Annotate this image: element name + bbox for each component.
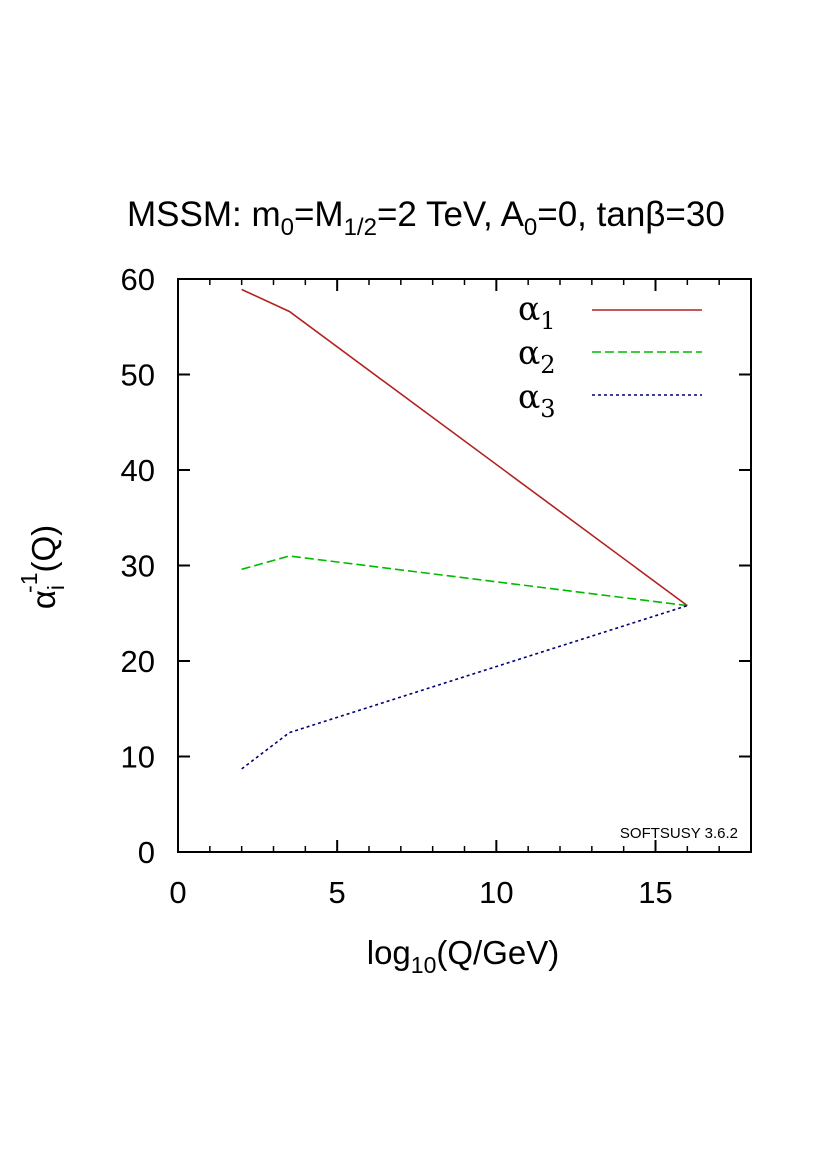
plot-frame [177,278,752,853]
x-axis-label: log10(Q/GeV) [367,934,560,978]
y-tick-label: 20 [121,644,155,679]
series-line-alpha3 [241,604,688,770]
softsusy-annotation: SOFTSUSY 3.6.2 [620,825,738,842]
y-tick-label: 10 [121,740,155,775]
legend-label-alpha3: α3 [518,377,556,423]
chart-title: MSSM: m0=M1/2=2 TeV, A0=0, tanβ=30 [127,195,725,241]
y-tick-label: 30 [121,549,155,584]
x-tick-label: 15 [638,875,672,910]
x-tick-label: 10 [479,875,513,910]
x-tick-labels: 0 5 10 15 [169,875,672,910]
series-line-alpha1 [241,288,688,607]
series-line-alpha2 [241,555,688,607]
y-tick-label: 50 [121,358,155,393]
y-tick-labels: 0 10 20 30 40 50 60 [121,262,155,870]
x-tick-label: 5 [329,875,346,910]
legend-label-alpha2: α2 [518,333,556,379]
y-tick-label: 40 [121,453,155,488]
legend: α1 α2 α3 [518,289,702,423]
y-tick-label: 0 [138,835,155,870]
legend-label-alpha1: α1 [518,289,556,335]
axis-ticks [177,278,751,853]
x-tick-label: 0 [169,875,186,910]
y-axis-label: αi-1(Q) [16,525,69,609]
y-tick-label: 60 [121,262,155,297]
series-lines [241,288,688,770]
